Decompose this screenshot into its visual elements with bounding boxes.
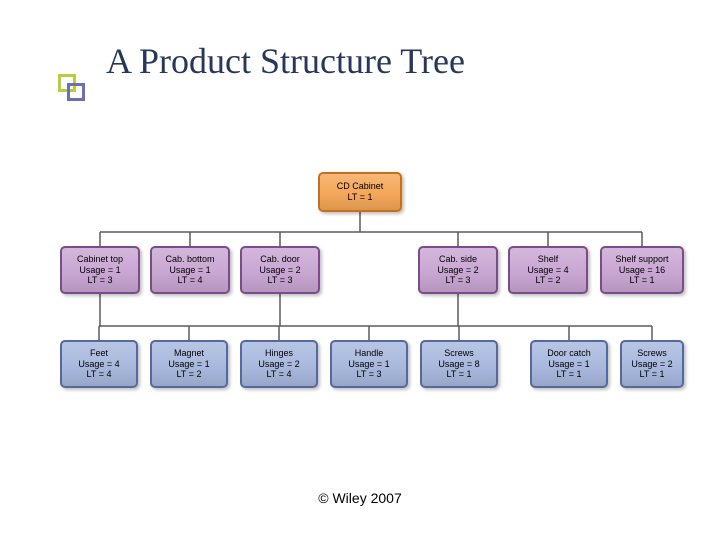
node-name: Feet [62, 348, 136, 359]
node-usage: Usage = 1 [62, 265, 138, 276]
node-lt: LT = 2 [510, 275, 586, 286]
node-name: Magnet [152, 348, 226, 359]
node-usage: Usage = 1 [332, 359, 406, 370]
node-usage: Usage = 2 [242, 265, 318, 276]
tree-l1-node: Shelf supportUsage = 16LT = 1 [600, 246, 684, 294]
node-name: Cab. door [242, 254, 318, 265]
node-name: Hinges [242, 348, 316, 359]
node-name: CD Cabinet [320, 181, 400, 192]
node-name: Handle [332, 348, 406, 359]
node-usage: Usage = 16 [602, 265, 682, 276]
tree-l2-node: Door catchUsage = 1LT = 1 [530, 340, 608, 388]
node-usage: Usage = 1 [152, 265, 228, 276]
node-lt: LT = 1 [602, 275, 682, 286]
node-name: Cab. bottom [152, 254, 228, 265]
node-lt: LT = 3 [332, 369, 406, 380]
node-usage: Usage = 1 [532, 359, 606, 370]
node-name: Shelf support [602, 254, 682, 265]
node-usage: Usage = 4 [62, 359, 136, 370]
node-lt: LT = 4 [62, 369, 136, 380]
tree-l1-node: ShelfUsage = 4LT = 2 [508, 246, 588, 294]
node-usage: Usage = 4 [510, 265, 586, 276]
tree-l2-node: HandleUsage = 1LT = 3 [330, 340, 408, 388]
node-lt: LT = 4 [152, 275, 228, 286]
node-usage: Usage = 2 [420, 265, 496, 276]
tree-l2-node: ScrewsUsage = 8LT = 1 [420, 340, 498, 388]
node-usage: Usage = 2 [622, 359, 682, 370]
node-name: Cabinet top [62, 254, 138, 265]
node-name: Screws [422, 348, 496, 359]
tree-l2-node: FeetUsage = 4LT = 4 [60, 340, 138, 388]
node-lt: LT = 1 [622, 369, 682, 380]
node-lt: LT = 3 [242, 275, 318, 286]
node-lt: LT = 1 [320, 192, 400, 203]
tree-root: CD CabinetLT = 1 [318, 172, 402, 212]
node-lt: LT = 4 [242, 369, 316, 380]
tree-l1-node: Cab. doorUsage = 2LT = 3 [240, 246, 320, 294]
tree-l1-node: Cab. bottomUsage = 1LT = 4 [150, 246, 230, 294]
node-lt: LT = 3 [62, 275, 138, 286]
node-name: Shelf [510, 254, 586, 265]
node-usage: Usage = 1 [152, 359, 226, 370]
tree-l1-node: Cab. sideUsage = 2LT = 3 [418, 246, 498, 294]
node-name: Cab. side [420, 254, 496, 265]
tree-l2-node: ScrewsUsage = 2LT = 1 [620, 340, 684, 388]
node-lt: LT = 3 [420, 275, 496, 286]
node-lt: LT = 2 [152, 369, 226, 380]
tree-l2-node: HingesUsage = 2LT = 4 [240, 340, 318, 388]
node-lt: LT = 1 [422, 369, 496, 380]
node-usage: Usage = 2 [242, 359, 316, 370]
tree-l1-node: Cabinet topUsage = 1LT = 3 [60, 246, 140, 294]
slide-title: A Product Structure Tree [106, 40, 465, 82]
copyright-footer: © Wiley 2007 [0, 490, 720, 506]
tree-l2-node: MagnetUsage = 1LT = 2 [150, 340, 228, 388]
node-name: Door catch [532, 348, 606, 359]
title-bullet-inner [67, 83, 85, 101]
node-lt: LT = 1 [532, 369, 606, 380]
node-usage: Usage = 8 [422, 359, 496, 370]
node-name: Screws [622, 348, 682, 359]
